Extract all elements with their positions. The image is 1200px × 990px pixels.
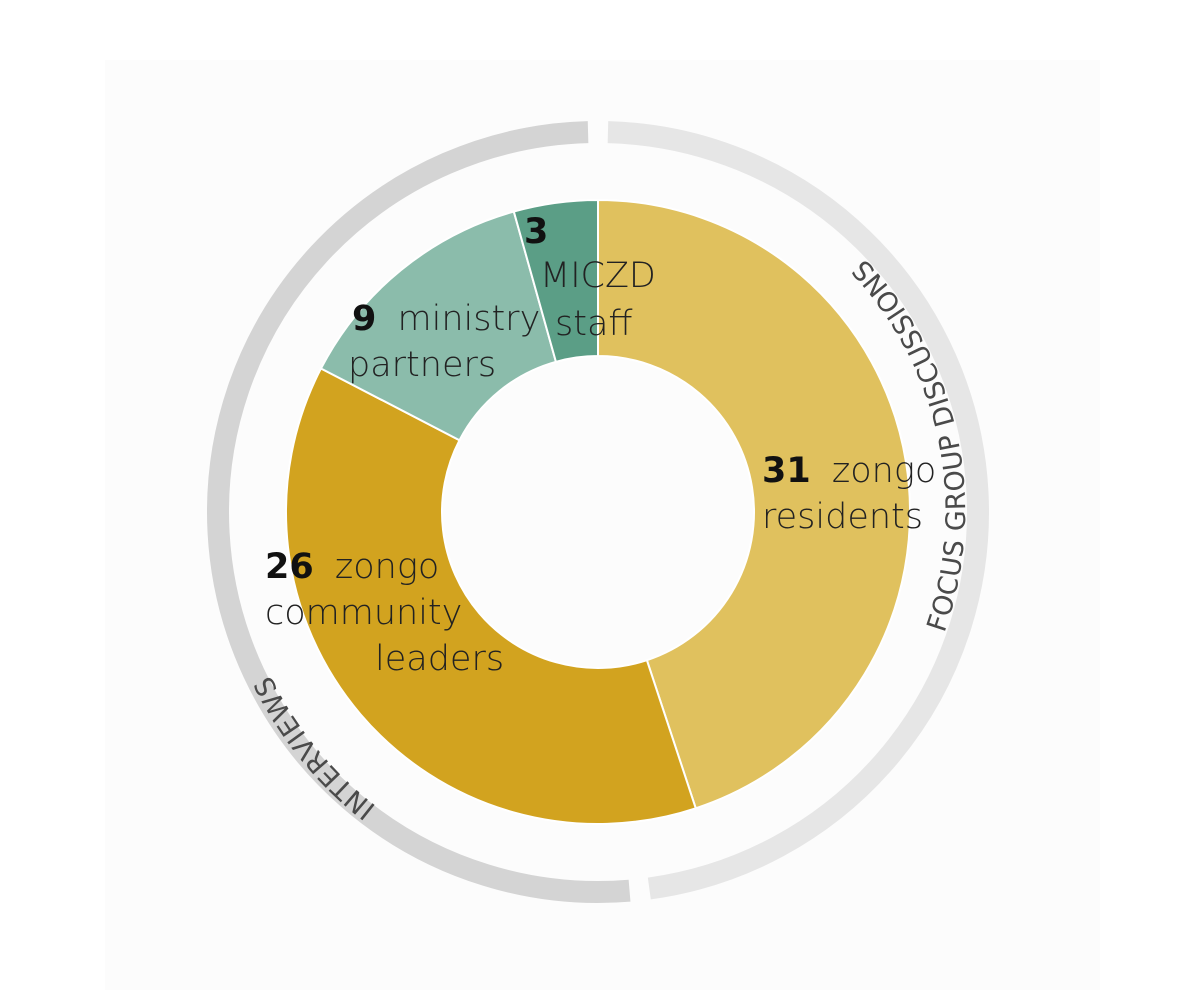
segment-count-zongo-community-leaders: 26 [265, 547, 314, 587]
group-ring [207, 121, 989, 903]
segment-label-line: ministry [398, 299, 541, 339]
segment-label-zongo-community-leaders: 26 zongo community leaders [265, 547, 504, 679]
segment-label-line: staff [555, 304, 633, 344]
donut-slice-miczd-staff [512, 198, 599, 364]
segment-label-ministry-partners: 9 ministry partners [348, 299, 551, 385]
segment-count-miczd-staff: 3 [524, 212, 548, 252]
segment-label-line: zongo [832, 451, 936, 491]
segment-label-line: leaders [375, 639, 504, 679]
donut-slice-ministry-partners [319, 210, 558, 442]
segment-label-line: community [265, 593, 462, 633]
donut-slice-zongo-residents [597, 198, 911, 810]
segment-label-line: residents [762, 497, 923, 537]
segment-label-line: partners [348, 345, 496, 385]
segment-label-line: zongo [335, 547, 439, 587]
segment-count-zongo-residents: 31 [762, 451, 811, 491]
segment-label-line: MICZD [540, 256, 656, 296]
group-arc-interviews [207, 121, 631, 903]
donut-slice-zongo-community-leaders [285, 367, 698, 825]
segment-count-ministry-partners: 9 [352, 299, 376, 339]
group-arc-focus-group-discussions [607, 121, 989, 900]
segment-label-zongo-residents: 31 zongo residents [762, 451, 947, 537]
donut-segments [285, 198, 911, 825]
segment-label-miczd-staff: 3 MICZD staff [524, 212, 667, 344]
